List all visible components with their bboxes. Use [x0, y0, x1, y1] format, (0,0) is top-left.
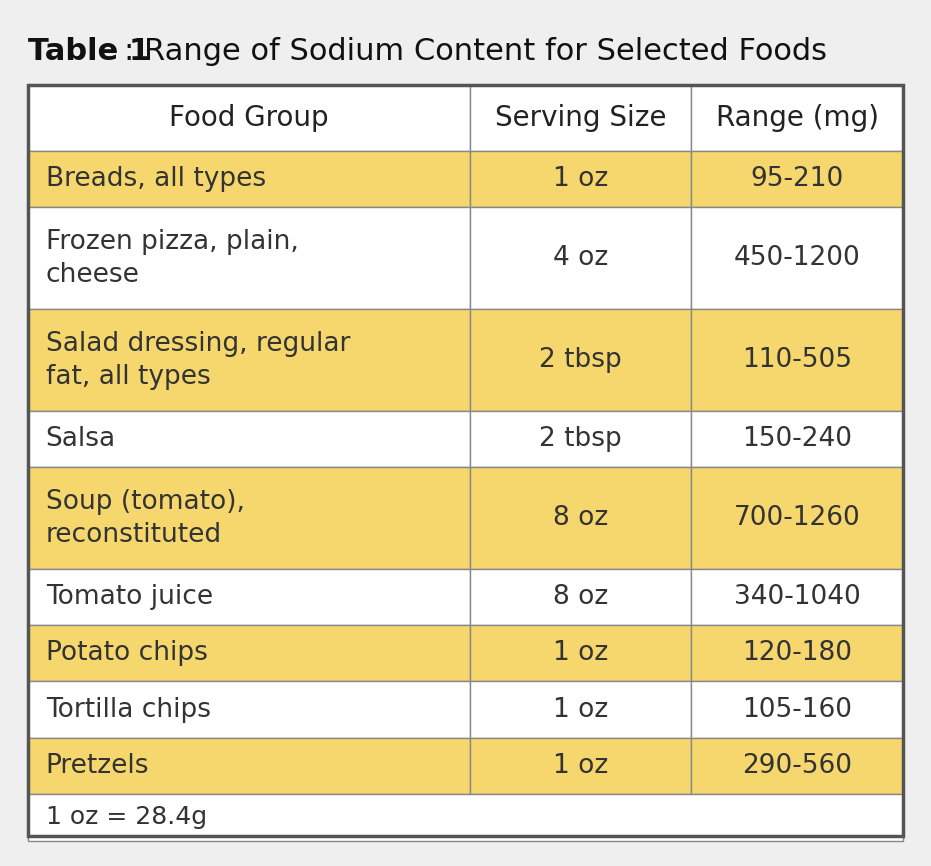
Bar	[28, 85, 470, 151]
Text: 8 oz: 8 oz	[553, 506, 608, 532]
Text: Soup (tomato),
reconstituted: Soup (tomato), reconstituted	[46, 489, 245, 548]
Text: Pretzels: Pretzels	[46, 753, 149, 779]
Bar	[470, 682, 691, 738]
Bar	[28, 207, 470, 309]
Bar	[28, 151, 470, 207]
Bar	[470, 625, 691, 682]
Bar	[470, 151, 691, 207]
Bar	[691, 85, 903, 151]
Bar	[691, 625, 903, 682]
Bar	[691, 570, 903, 625]
Text: 450-1200: 450-1200	[734, 245, 860, 271]
Text: 8 oz: 8 oz	[553, 585, 608, 611]
Text: Table 1: Table 1	[28, 37, 150, 67]
Bar	[28, 411, 470, 468]
Bar	[470, 411, 691, 468]
Text: Tomato juice: Tomato juice	[46, 585, 213, 611]
Text: 120-180: 120-180	[742, 641, 852, 667]
Bar	[691, 468, 903, 570]
Bar	[691, 151, 903, 207]
Text: 1 oz: 1 oz	[553, 696, 608, 722]
Bar	[691, 682, 903, 738]
Bar	[28, 309, 470, 411]
Text: 290-560: 290-560	[742, 753, 852, 779]
Bar	[470, 207, 691, 309]
Bar	[470, 309, 691, 411]
Bar	[470, 570, 691, 625]
Bar	[28, 738, 470, 793]
Bar	[28, 793, 903, 841]
Bar	[691, 207, 903, 309]
Text: Serving Size: Serving Size	[494, 104, 667, 132]
Text: 1 oz = 28.4g: 1 oz = 28.4g	[46, 805, 207, 830]
Bar	[28, 468, 470, 570]
Text: 2 tbsp: 2 tbsp	[539, 347, 622, 373]
Text: 4 oz: 4 oz	[553, 245, 608, 271]
Text: 105-160: 105-160	[742, 696, 852, 722]
Bar	[28, 625, 470, 682]
Text: 700-1260: 700-1260	[734, 506, 860, 532]
Text: Potato chips: Potato chips	[46, 641, 208, 667]
Bar	[28, 682, 470, 738]
Text: 1 oz: 1 oz	[553, 166, 608, 192]
Text: 95-210: 95-210	[750, 166, 843, 192]
Bar	[28, 85, 903, 836]
Text: 110-505: 110-505	[742, 347, 852, 373]
Text: 1 oz: 1 oz	[553, 753, 608, 779]
Bar	[470, 468, 691, 570]
Text: Range (mg): Range (mg)	[716, 104, 879, 132]
Text: : Range of Sodium Content for Selected Foods: : Range of Sodium Content for Selected F…	[124, 37, 827, 67]
Text: 150-240: 150-240	[742, 426, 852, 452]
Bar	[470, 85, 691, 151]
Bar	[691, 309, 903, 411]
Text: Salsa: Salsa	[46, 426, 115, 452]
Bar	[691, 738, 903, 793]
Text: Tortilla chips: Tortilla chips	[46, 696, 210, 722]
Bar	[28, 570, 470, 625]
Text: Frozen pizza, plain,
cheese: Frozen pizza, plain, cheese	[46, 229, 299, 288]
Text: Food Group: Food Group	[169, 104, 329, 132]
Bar	[691, 411, 903, 468]
Text: Salad dressing, regular
fat, all types: Salad dressing, regular fat, all types	[46, 331, 350, 390]
Bar	[470, 738, 691, 793]
Text: Breads, all types: Breads, all types	[46, 166, 265, 192]
Text: 1 oz: 1 oz	[553, 641, 608, 667]
Text: 340-1040: 340-1040	[734, 585, 860, 611]
Text: 2 tbsp: 2 tbsp	[539, 426, 622, 452]
